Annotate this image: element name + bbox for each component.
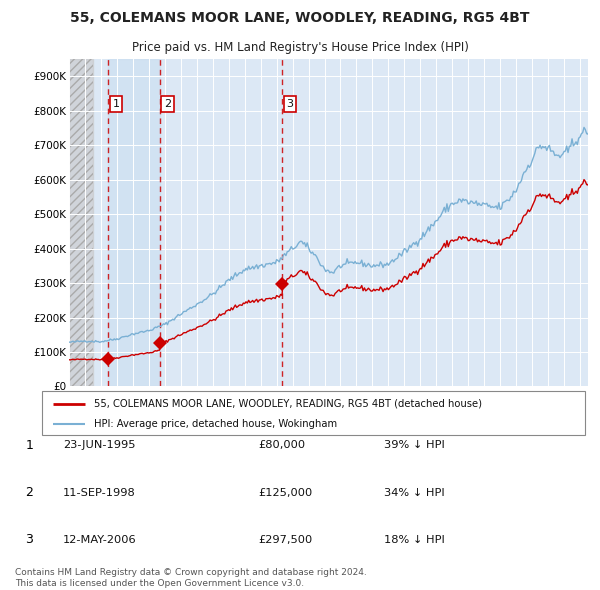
Text: Contains HM Land Registry data © Crown copyright and database right 2024.: Contains HM Land Registry data © Crown c… xyxy=(15,568,367,576)
Text: Price paid vs. HM Land Registry's House Price Index (HPI): Price paid vs. HM Land Registry's House … xyxy=(131,41,469,54)
Text: This data is licensed under the Open Government Licence v3.0.: This data is licensed under the Open Gov… xyxy=(15,579,304,588)
Bar xyxy=(109,59,160,386)
Bar xyxy=(69,59,93,386)
Bar xyxy=(69,59,93,386)
Text: 1: 1 xyxy=(25,439,34,452)
Text: £80,000: £80,000 xyxy=(258,441,305,450)
Text: £297,500: £297,500 xyxy=(258,535,312,545)
Text: 18% ↓ HPI: 18% ↓ HPI xyxy=(384,535,445,545)
Text: 55, COLEMANS MOOR LANE, WOODLEY, READING, RG5 4BT (detached house): 55, COLEMANS MOOR LANE, WOODLEY, READING… xyxy=(94,399,482,408)
Text: 11-SEP-1998: 11-SEP-1998 xyxy=(63,488,136,497)
Text: £125,000: £125,000 xyxy=(258,488,312,497)
Text: 23-JUN-1995: 23-JUN-1995 xyxy=(63,441,136,450)
FancyBboxPatch shape xyxy=(42,391,585,435)
Text: 2: 2 xyxy=(25,486,34,499)
Text: 3: 3 xyxy=(286,99,293,109)
Text: 2: 2 xyxy=(164,99,171,109)
Text: 39% ↓ HPI: 39% ↓ HPI xyxy=(384,441,445,450)
Text: 12-MAY-2006: 12-MAY-2006 xyxy=(63,535,137,545)
Text: 55, COLEMANS MOOR LANE, WOODLEY, READING, RG5 4BT: 55, COLEMANS MOOR LANE, WOODLEY, READING… xyxy=(70,11,530,25)
Text: 3: 3 xyxy=(25,533,34,546)
Text: 34% ↓ HPI: 34% ↓ HPI xyxy=(384,488,445,497)
Text: 1: 1 xyxy=(112,99,119,109)
Text: HPI: Average price, detached house, Wokingham: HPI: Average price, detached house, Woki… xyxy=(94,419,337,430)
